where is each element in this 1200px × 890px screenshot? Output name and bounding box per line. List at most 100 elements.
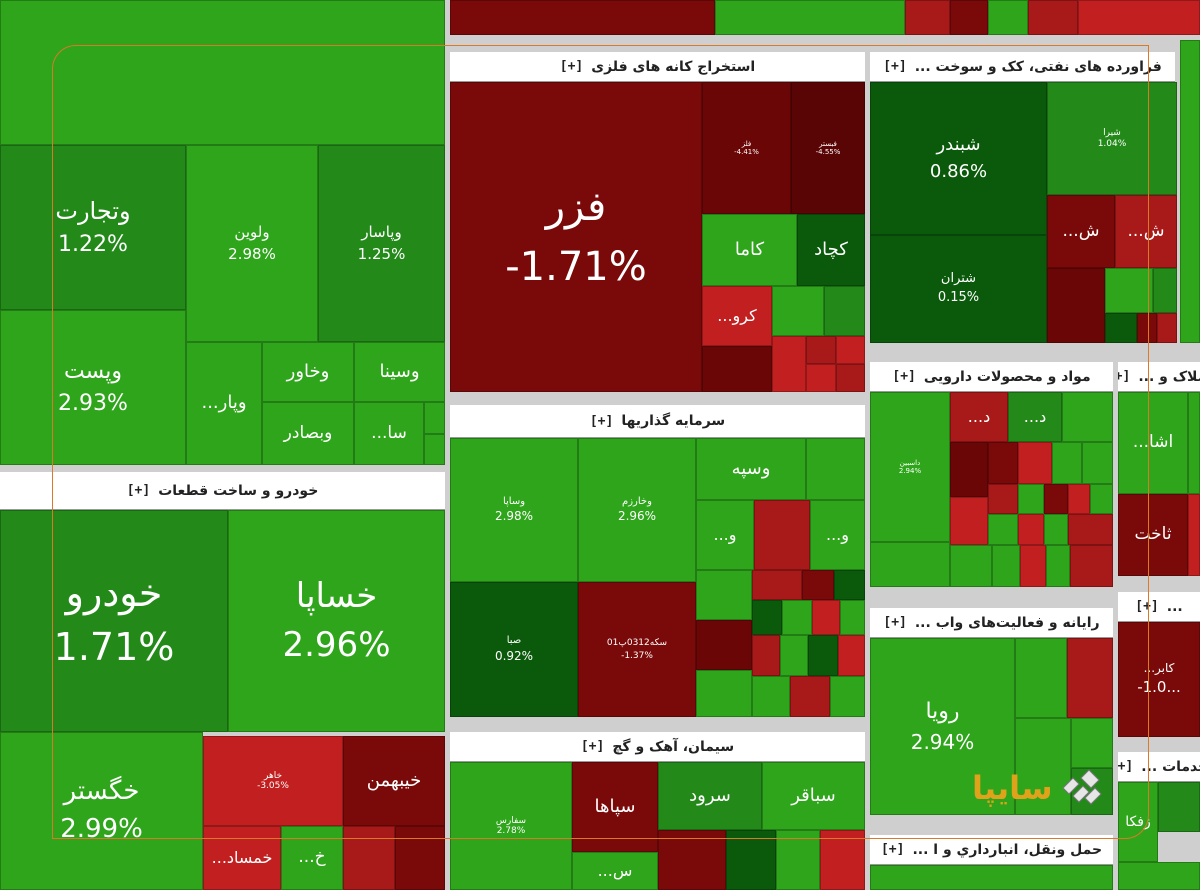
stock-tile-small[interactable]: [1015, 718, 1071, 815]
stock-tile-small[interactable]: [1018, 442, 1052, 484]
stock-tile-sfarsi[interactable]: سفارس 2.78%: [450, 762, 572, 890]
stock-tile-vo2[interactable]: ...و: [810, 500, 865, 570]
stock-tile-shbandar[interactable]: شبندر 0.86%: [870, 82, 1047, 235]
stock-tile-kaber[interactable]: ...کابر -1.0...: [1118, 622, 1200, 737]
stock-tile-tachit[interactable]: ثاخت: [1118, 494, 1188, 576]
stock-tile-seke[interactable]: سکه0312پ01 -1.37%: [578, 582, 696, 717]
stock-tile-small[interactable]: [1047, 268, 1105, 343]
stock-tile-small[interactable]: [836, 364, 865, 392]
stock-tile-small[interactable]: [1052, 442, 1082, 484]
stock-tile-rouya[interactable]: رویا 2.94%: [870, 638, 1015, 815]
stock-tile-sh1[interactable]: ...ش: [1047, 195, 1115, 268]
stock-tile-small[interactable]: [1068, 514, 1113, 545]
stock-tile-small[interactable]: [1068, 484, 1090, 514]
stock-tile-vsina[interactable]: وسینا: [354, 342, 445, 402]
stock-tile-vbsader[interactable]: وبصادر: [262, 402, 354, 465]
stock-tile-small[interactable]: [776, 830, 820, 890]
stock-tile-small2[interactable]: فبستر -4.55%: [791, 82, 865, 214]
expand-icon[interactable]: [+]: [883, 615, 907, 630]
sector-header-oil-refining[interactable]: فراورده های نفتی، کک و سوخت ... [+]: [870, 52, 1175, 82]
stock-tile-small[interactable]: [905, 0, 950, 35]
stock-tile-small[interactable]: [1018, 514, 1044, 545]
stock-tile-small[interactable]: [1067, 638, 1113, 718]
stock-tile-small[interactable]: [395, 826, 445, 890]
stock-tile-small[interactable]: [790, 676, 830, 717]
stock-tile-small[interactable]: [658, 830, 726, 890]
stock-tile-vsapa[interactable]: وساپا 2.98%: [450, 438, 578, 582]
stock-tile-vtejarat[interactable]: وتجارت 1.22%: [0, 145, 186, 310]
stock-tile-small[interactable]: [1090, 484, 1113, 514]
stock-tile-small[interactable]: [1153, 268, 1177, 313]
stock-tile-small[interactable]: [424, 402, 445, 434]
expand-icon[interactable]: [+]: [589, 413, 614, 429]
stock-tile-small[interactable]: [808, 635, 838, 676]
stock-tile-small[interactable]: [834, 570, 865, 600]
stock-tile-vpar[interactable]: ...وپار: [186, 342, 262, 465]
stock-tile-vpost[interactable]: وپست 2.93%: [0, 310, 186, 465]
expand-icon[interactable]: [+]: [1118, 759, 1134, 774]
stock-tile-vkharazm[interactable]: وخارزم 2.96%: [578, 438, 696, 582]
stock-tile-small[interactable]: [1020, 545, 1046, 587]
stock-tile-small[interactable]: [950, 497, 988, 545]
sector-header-metal-mining[interactable]: استخراج کانه های فلزی [+]: [450, 52, 865, 82]
stock-tile-small[interactable]: [830, 676, 865, 717]
sector-header-transport[interactable]: حمل ونقل، انبارداري و ا ... [+]: [870, 835, 1113, 865]
stock-tile-small[interactable]: [1070, 545, 1113, 587]
stock-tile-small[interactable]: [1188, 494, 1200, 576]
stock-tile-small[interactable]: [812, 600, 840, 635]
stock-tile-small[interactable]: [424, 434, 445, 465]
stock-tile-small[interactable]: [1105, 268, 1153, 313]
expand-icon[interactable]: [+]: [1118, 369, 1131, 384]
stock-tile-vpasar[interactable]: وپاسار 1.25%: [318, 145, 445, 342]
stock-tile-small[interactable]: [992, 545, 1020, 587]
stock-tile-small[interactable]: [1018, 484, 1044, 514]
stock-tile-d1[interactable]: ...د: [950, 392, 1008, 442]
stock-tile-small[interactable]: [870, 542, 950, 587]
sector-header-realestate[interactable]: املاک و ... [+]: [1118, 362, 1200, 392]
stock-tile-sbagher[interactable]: سباقر: [762, 762, 865, 830]
stock-tile-small1[interactable]: فلز -4.41%: [702, 82, 791, 214]
stock-tile-small[interactable]: [752, 570, 802, 600]
stock-tile-small[interactable]: [1158, 782, 1200, 832]
stock-tile-khibahman[interactable]: خیبهمن: [343, 736, 445, 826]
stock-tile-small[interactable]: [752, 635, 780, 676]
stock-tile-small[interactable]: [1082, 442, 1113, 484]
stock-tile-sepaha[interactable]: سپاها: [572, 762, 658, 852]
stock-tile-vo1[interactable]: ...و: [696, 500, 754, 570]
stock-tile-khgostar[interactable]: خگستر 2.99%: [0, 732, 203, 890]
sector-header-computer[interactable]: رایانه و فعالیت‌های واب ... [+]: [870, 608, 1113, 638]
stock-tile-small[interactable]: [988, 484, 1018, 514]
stock-tile-small[interactable]: [836, 336, 865, 364]
stock-tile-small[interactable]: [1118, 862, 1200, 890]
stock-tile-small[interactable]: [1046, 545, 1070, 587]
stock-tile-kchad[interactable]: کچاد: [797, 214, 865, 286]
stock-tile-kro[interactable]: ...کرو: [702, 286, 772, 346]
stock-tile-small[interactable]: [752, 676, 790, 717]
stock-tile-small[interactable]: [696, 670, 752, 717]
sector-header-pharma[interactable]: مواد و محصولات دارویی [+]: [870, 362, 1113, 392]
stock-tile-kh[interactable]: ...خ: [281, 826, 343, 890]
stock-tile-shran[interactable]: شتران 0.15%: [870, 235, 1047, 343]
stock-tile-small[interactable]: [754, 500, 810, 570]
stock-tile-small[interactable]: [780, 635, 808, 676]
stock-tile-small[interactable]: [752, 600, 782, 635]
stock-tile-small[interactable]: [840, 600, 865, 635]
stock-tile-khsapa[interactable]: خساپا 2.96%: [228, 510, 445, 732]
sector-header-investment[interactable]: سرمایه گذاریها [+]: [450, 405, 865, 438]
stock-tile-small[interactable]: [1028, 0, 1078, 35]
stock-tile-sa[interactable]: ...سا: [354, 402, 424, 465]
stock-tile-vlavin[interactable]: ولوین 2.98%: [186, 145, 318, 342]
stock-tile-small[interactable]: [1078, 0, 1200, 35]
stock-tile-small[interactable]: [838, 635, 865, 676]
stock-tile-small[interactable]: [950, 442, 988, 497]
stock-tile-khmehr[interactable]: خاهر -3.05%: [203, 736, 343, 826]
expand-icon[interactable]: [+]: [1135, 599, 1159, 614]
stock-tile-kama[interactable]: کاما: [702, 214, 797, 286]
expand-icon[interactable]: [+]: [883, 59, 907, 74]
stock-tile-small[interactable]: [726, 830, 776, 890]
stock-tile-khodro[interactable]: خودرو 1.71%: [0, 510, 228, 732]
expand-icon[interactable]: [+]: [880, 842, 905, 857]
stock-tile-small[interactable]: [820, 830, 865, 890]
stock-tile-small[interactable]: [702, 346, 772, 392]
stock-tile-small[interactable]: [1105, 313, 1137, 343]
